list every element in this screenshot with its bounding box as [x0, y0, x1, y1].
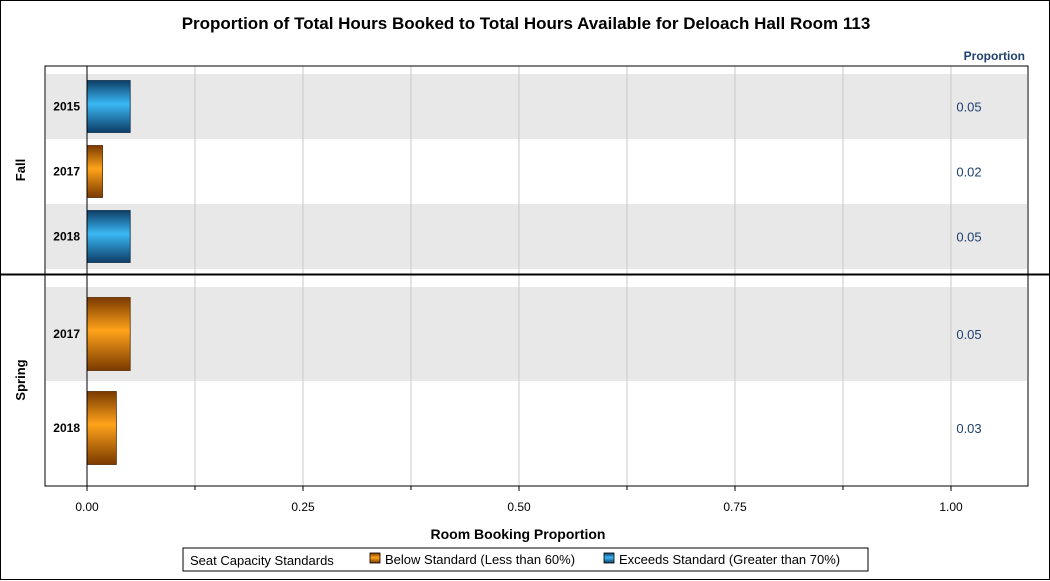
bar-fall-2015: [86, 80, 131, 133]
value-label-fall-2015: 0.05: [956, 100, 981, 115]
value-label-spring-2018: 0.03: [956, 421, 981, 436]
row-band: [46, 287, 1027, 381]
x-tick-label: 0.50: [507, 500, 531, 514]
x-axis-ticks: 0.00 0.25 0.50 0.75 1.00: [75, 486, 963, 514]
value-label-spring-2017: 0.05: [956, 327, 981, 342]
gridlines: [194, 66, 952, 486]
value-column-header: Proportion: [964, 49, 1025, 63]
bar-fall-2017: [86, 145, 103, 198]
category-label-spring-2018: 2018: [53, 421, 80, 435]
x-tick-label: 0.25: [291, 500, 315, 514]
legend: Seat Capacity Standards Below Standard (…: [182, 547, 869, 572]
row-band: [46, 74, 1027, 139]
bar-fall-2018: [86, 210, 131, 263]
legend-label-exceeds: Exceeds Standard (Greater than 70%): [619, 552, 840, 567]
category-label-fall-2018: 2018: [53, 230, 80, 244]
legend-label-below: Below Standard (Less than 60%): [385, 552, 575, 567]
row-bands: [46, 74, 1027, 381]
category-label-fall-2017: 2017: [53, 165, 80, 179]
group-label-spring: Spring: [13, 359, 28, 400]
plot-area-border: [44, 65, 1029, 487]
x-tick-label: 0.00: [75, 500, 99, 514]
group-label-fall: Fall: [13, 159, 28, 181]
chart-title: Proportion of Total Hours Booked to Tota…: [182, 14, 871, 33]
bar-spring-2017: [86, 297, 131, 371]
category-labels: 2015 2017 2018 Fall 2017 2018 Spring: [13, 100, 80, 436]
value-label-fall-2017: 0.02: [956, 165, 981, 180]
legend-title: Seat Capacity Standards: [190, 553, 334, 568]
legend-swatch-exceeds: [603, 552, 615, 564]
bar-spring-2018: [86, 391, 117, 465]
x-tick-label: 1.00: [939, 500, 963, 514]
legend-swatch-below: [369, 552, 381, 564]
value-label-fall-2018: 0.05: [956, 230, 981, 245]
legend-box: [182, 547, 869, 572]
value-labels: 0.05 0.02 0.05 0.05 0.03: [956, 100, 981, 437]
row-band: [46, 204, 1027, 269]
category-label-fall-2015: 2015: [53, 100, 80, 114]
x-axis-title: Room Booking Proportion: [431, 526, 606, 542]
x-tick-label: 0.75: [723, 500, 747, 514]
category-label-spring-2017: 2017: [53, 327, 80, 341]
